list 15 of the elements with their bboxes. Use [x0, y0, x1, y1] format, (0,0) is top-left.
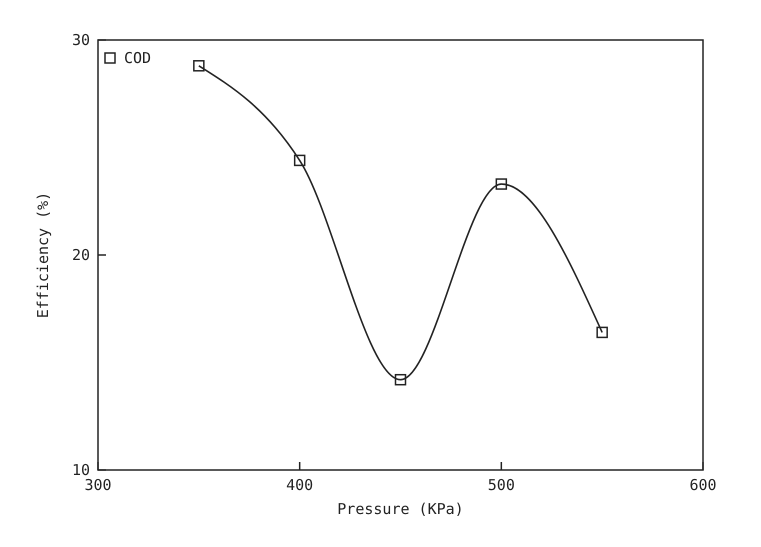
y-tick-label: 30	[72, 31, 90, 49]
x-tick-label: 400	[286, 476, 314, 494]
point	[496, 178, 508, 190]
x-axis-title: Pressure (KPa)	[337, 500, 464, 518]
point	[394, 374, 406, 386]
x-tick-label: 300	[84, 476, 112, 494]
point	[596, 326, 608, 338]
x-tick-label: 500	[488, 476, 515, 494]
legend-label: COD	[124, 49, 152, 67]
x-tick-label: 600	[689, 476, 717, 494]
y-axis-title: Efficiency (%)	[34, 192, 52, 318]
y-tick-label: 10	[72, 461, 90, 479]
y-tick-label: 20	[72, 246, 90, 264]
point	[193, 60, 205, 72]
point	[294, 154, 306, 166]
